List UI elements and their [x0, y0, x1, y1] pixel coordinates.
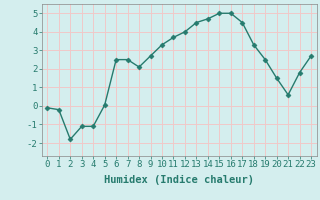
X-axis label: Humidex (Indice chaleur): Humidex (Indice chaleur)	[104, 175, 254, 185]
